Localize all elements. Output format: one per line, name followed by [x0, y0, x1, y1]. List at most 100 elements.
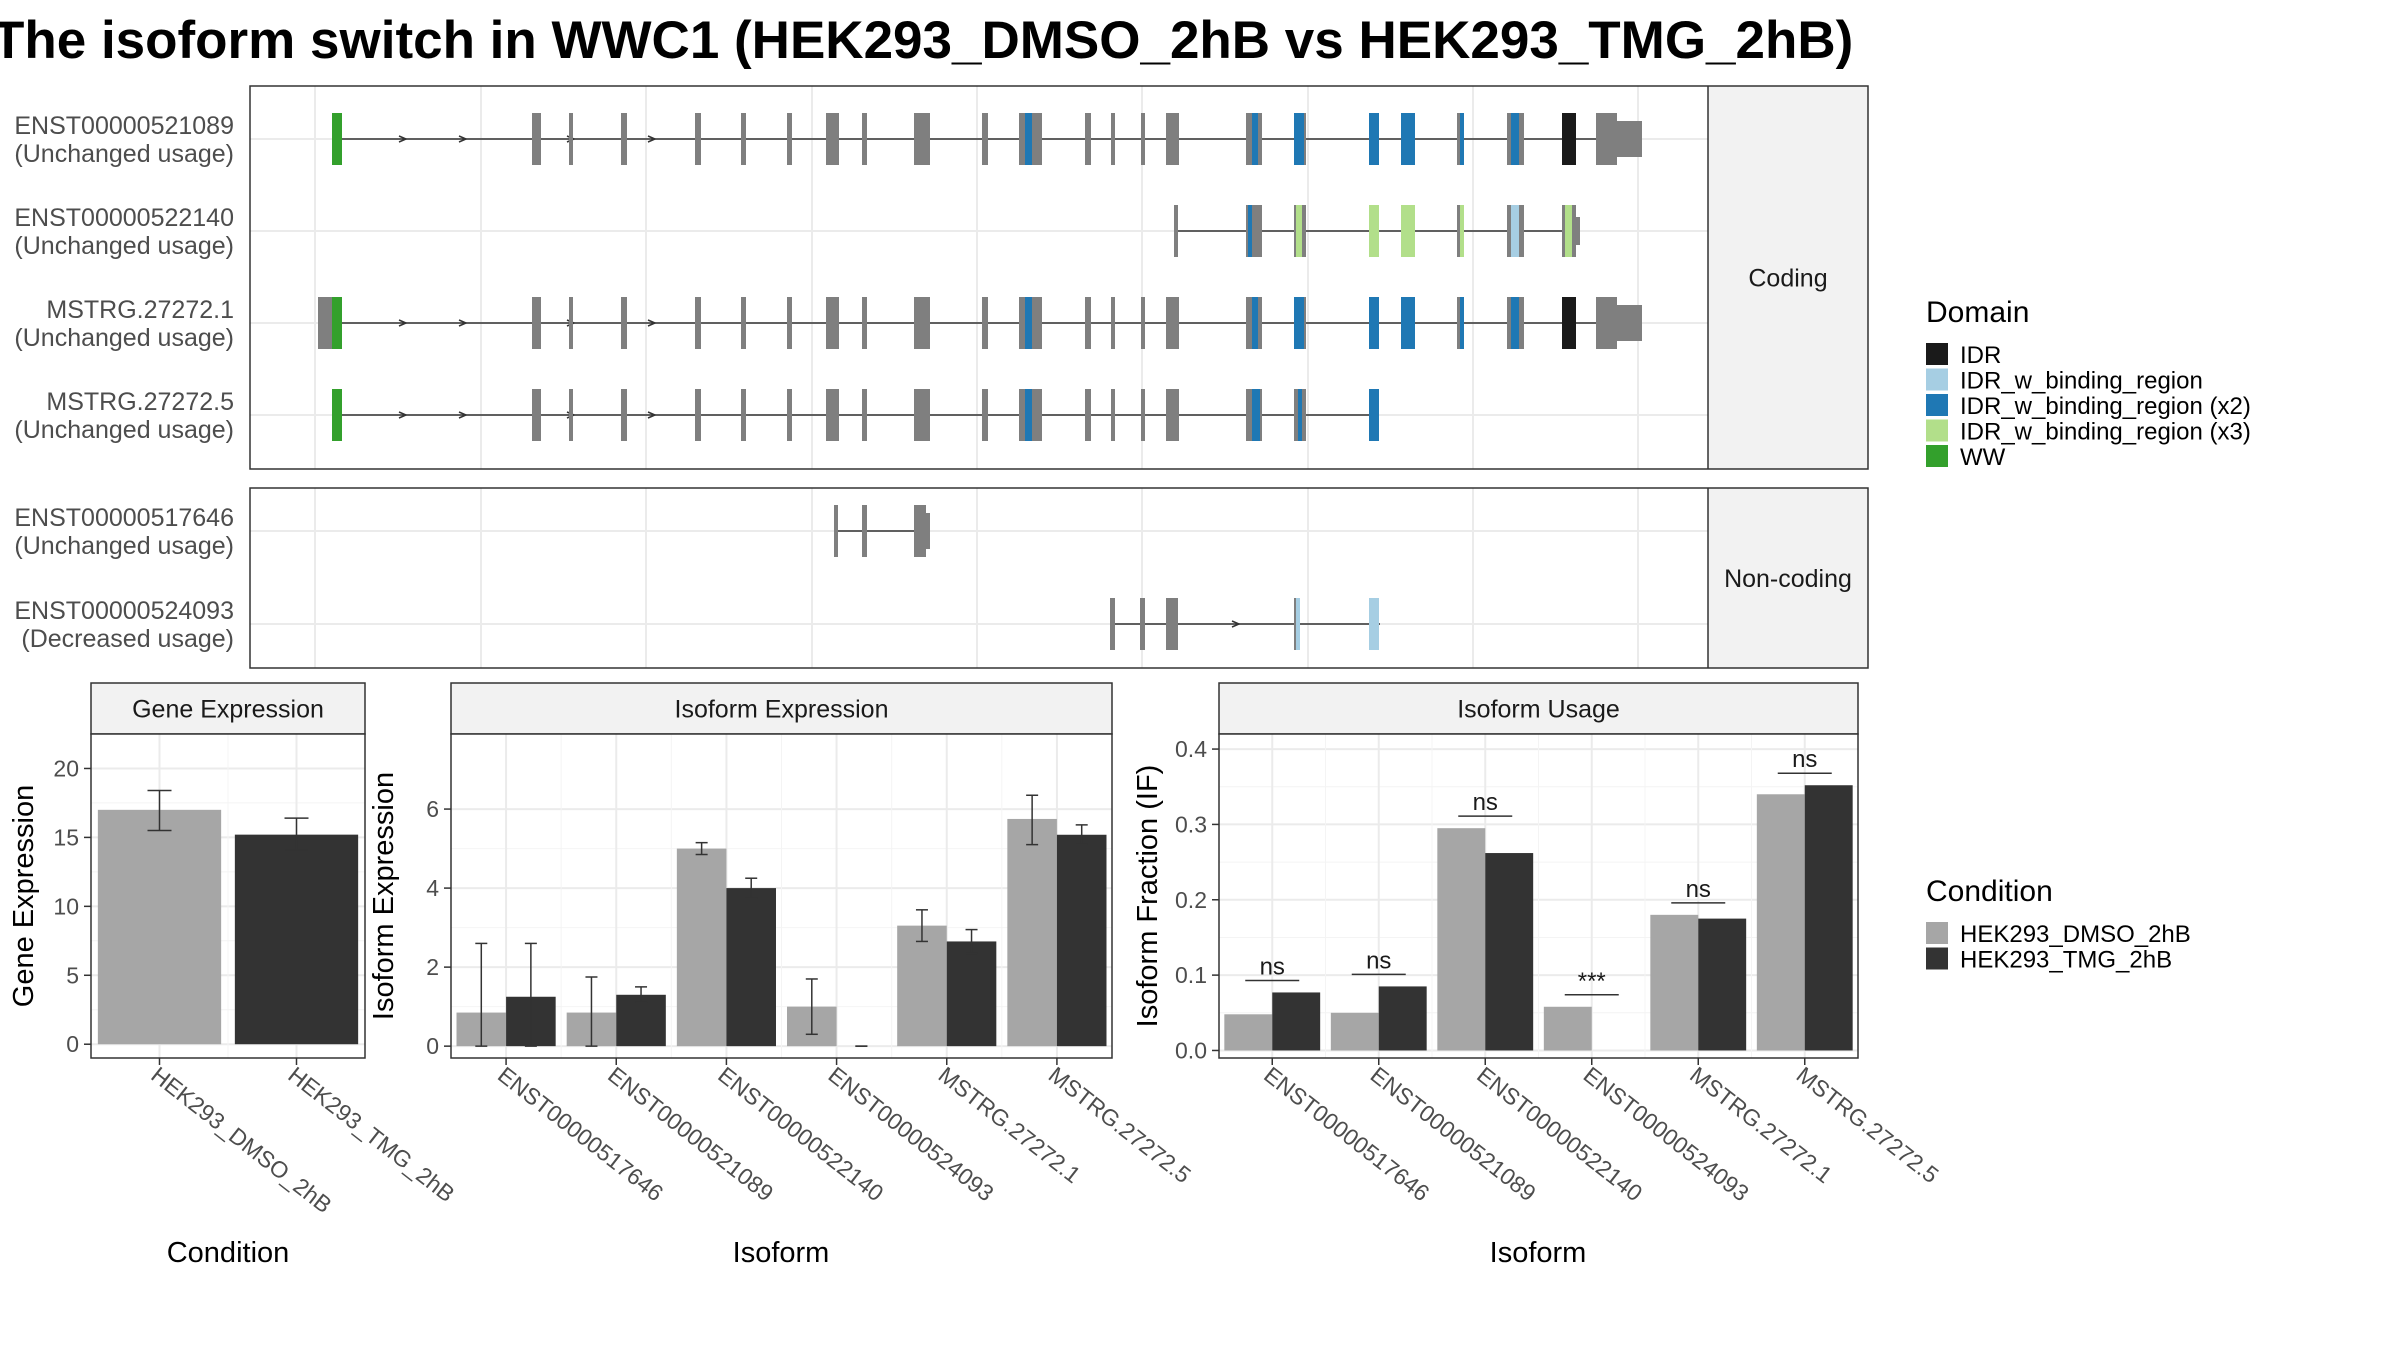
exon	[787, 297, 792, 349]
exon	[826, 297, 839, 349]
panel-border	[249, 487, 1869, 669]
panel-border	[249, 85, 1869, 470]
bar	[1272, 992, 1321, 1051]
exon	[1166, 113, 1179, 165]
exon	[1085, 113, 1091, 165]
legend-swatch	[1926, 947, 1948, 970]
direction-arrow	[398, 319, 408, 327]
domain-idr-w-binding-region	[1296, 598, 1300, 650]
transcript-track: ENST00000524093(Decreased usage)	[14, 597, 1380, 653]
exon	[569, 389, 573, 441]
exon	[569, 113, 573, 165]
domain-idr-w-binding-region-x2-	[1252, 297, 1258, 349]
exon	[741, 389, 746, 441]
group-strip-label: Coding	[1748, 265, 1827, 293]
bar	[726, 888, 776, 1047]
exon	[1141, 297, 1145, 349]
bar	[1650, 914, 1699, 1051]
exon	[862, 505, 867, 557]
domain-idr-w-binding-region-x2-	[1460, 113, 1464, 165]
exon	[695, 113, 701, 165]
domain-idr-w-binding-region-x3-	[1565, 205, 1572, 257]
direction-arrow	[398, 135, 408, 143]
transcript-usage-label: (Unchanged usage)	[14, 140, 234, 168]
domain-idr-w-binding-region-x3-	[1460, 205, 1464, 257]
exon	[532, 113, 541, 165]
panel-background	[250, 488, 1708, 668]
legend-swatch	[1926, 922, 1948, 944]
exon	[695, 297, 701, 349]
exon	[695, 389, 701, 441]
bar	[1698, 918, 1747, 1051]
chart-title: Isoform Expression	[675, 696, 889, 724]
x-axis-title: Condition	[167, 1237, 290, 1269]
significance-label: ***	[1578, 968, 1606, 995]
significance-label: ns	[1260, 953, 1285, 980]
legend-label: IDR_w_binding_region (x2)	[1960, 393, 2251, 420]
bar	[1224, 1014, 1273, 1051]
exon	[1140, 598, 1145, 650]
domain-ww	[332, 389, 342, 441]
direction-arrow	[458, 411, 468, 419]
domain-idr-w-binding-region-x2-	[1025, 113, 1032, 165]
utr-exon	[1576, 217, 1580, 245]
significance-label: ns	[1686, 876, 1711, 903]
domain-idr-w-binding-region-x2-	[1252, 389, 1260, 441]
legend-swatch	[1926, 368, 1948, 391]
transcript-id-label: ENST00000524093	[14, 597, 234, 625]
domain-idr-w-binding-region-x2-	[1025, 297, 1032, 349]
transcript-id-label: MSTRG.27272.5	[46, 388, 234, 416]
domain-idr-w-binding-region-x2-	[1248, 205, 1252, 257]
utr-exon	[1604, 305, 1642, 341]
exon	[621, 297, 627, 349]
exon	[982, 113, 988, 165]
direction-arrow	[458, 319, 468, 327]
bar	[1756, 794, 1805, 1051]
bar	[1485, 853, 1534, 1051]
exon	[1166, 389, 1179, 441]
exon	[982, 389, 988, 441]
bar	[1543, 1006, 1592, 1051]
domain-idr-w-binding-region-x2-	[1511, 297, 1519, 349]
exon	[1085, 389, 1091, 441]
domain-idr-w-binding-region-x2-	[1025, 389, 1032, 441]
transcript-id-label: MSTRG.27272.1	[46, 296, 234, 324]
exon	[741, 297, 746, 349]
domain-idr-w-binding-region	[1369, 598, 1379, 650]
bar	[946, 941, 997, 1047]
y-tick-label: 0	[66, 1031, 79, 1057]
legend-title: Condition	[1926, 875, 2053, 908]
transcript-usage-label: (Unchanged usage)	[14, 232, 234, 260]
chart-isoform-usage: Isoform Usage ns ns ns *** ns ns 0.0 0.1 0.2 0.3 0.…	[1132, 682, 1944, 1269]
exon	[914, 113, 930, 165]
domain-idr-w-binding-region-x2-	[1369, 113, 1379, 165]
exon	[826, 389, 839, 441]
domain-idr-w-binding-region-x2-	[1252, 113, 1258, 165]
domain-idr-w-binding-region-x2-	[1460, 297, 1464, 349]
y-tick-label: 0.2	[1175, 887, 1207, 913]
domain-idr-w-binding-region	[1511, 205, 1519, 257]
exon	[862, 113, 867, 165]
exon	[862, 297, 867, 349]
bar	[1056, 834, 1107, 1047]
exon	[621, 113, 627, 165]
transcript-id-label: ENST00000521089	[14, 112, 234, 140]
direction-arrow	[647, 411, 657, 419]
domain-idr-w-binding-region-x2-	[1298, 389, 1302, 441]
direction-arrow	[647, 135, 657, 143]
domain-idr-w-binding-region-x2-	[1401, 113, 1415, 165]
y-axis-title: Gene Expression	[8, 785, 40, 1007]
legend-swatch	[1926, 445, 1948, 467]
transcript-id-label: ENST00000522140	[14, 204, 234, 232]
y-tick-label: 10	[53, 893, 79, 919]
legends: DomainIDRIDR_w_binding_regionIDR_w_bindi…	[1926, 296, 2251, 974]
group-strip	[1707, 85, 1869, 470]
exon	[1141, 113, 1145, 165]
transcript-usage-label: (Unchanged usage)	[14, 416, 234, 444]
exon	[787, 113, 792, 165]
domain-idr-w-binding-region-x2-	[1369, 389, 1379, 441]
y-tick-label: 0.0	[1175, 1037, 1207, 1063]
